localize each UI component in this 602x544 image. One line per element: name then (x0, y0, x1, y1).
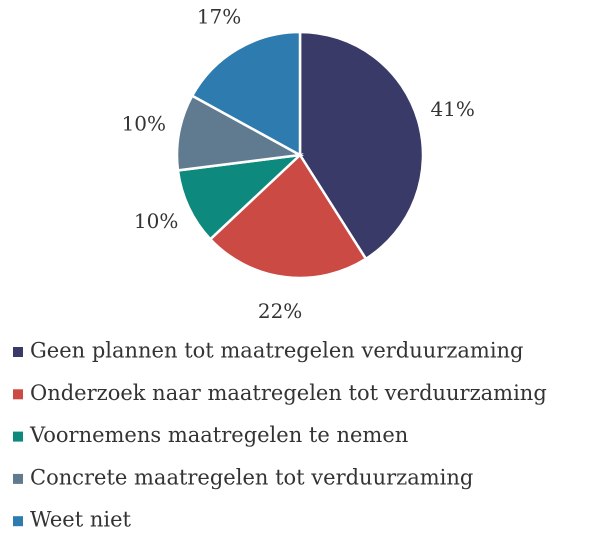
legend-swatch (13, 473, 23, 484)
legend-swatch (13, 347, 23, 357)
legend-label: Geen plannen tot maatregelen verduurzami… (30, 339, 524, 363)
data-label: 22% (258, 299, 302, 323)
legend-swatch (13, 389, 23, 400)
legend-label: Weet niet (30, 508, 132, 532)
pie-slice (208, 153, 368, 280)
data-label: 10% (122, 112, 166, 136)
legend-swatch (13, 431, 23, 442)
pie-slice (175, 94, 304, 172)
legend-swatch (13, 516, 23, 527)
legend-label: Onderzoek naar maatregelen tot verduurza… (30, 381, 547, 405)
pie-slice (190, 30, 302, 158)
pie-slice (176, 153, 304, 241)
legend-label: Concrete maatregelen tot verduurzaming (30, 465, 473, 489)
data-label: 17% (197, 5, 241, 29)
data-label: 10% (134, 209, 178, 233)
legend-label: Voornemens maatregelen te nemen (29, 423, 408, 447)
data-label: 41% (430, 97, 474, 121)
